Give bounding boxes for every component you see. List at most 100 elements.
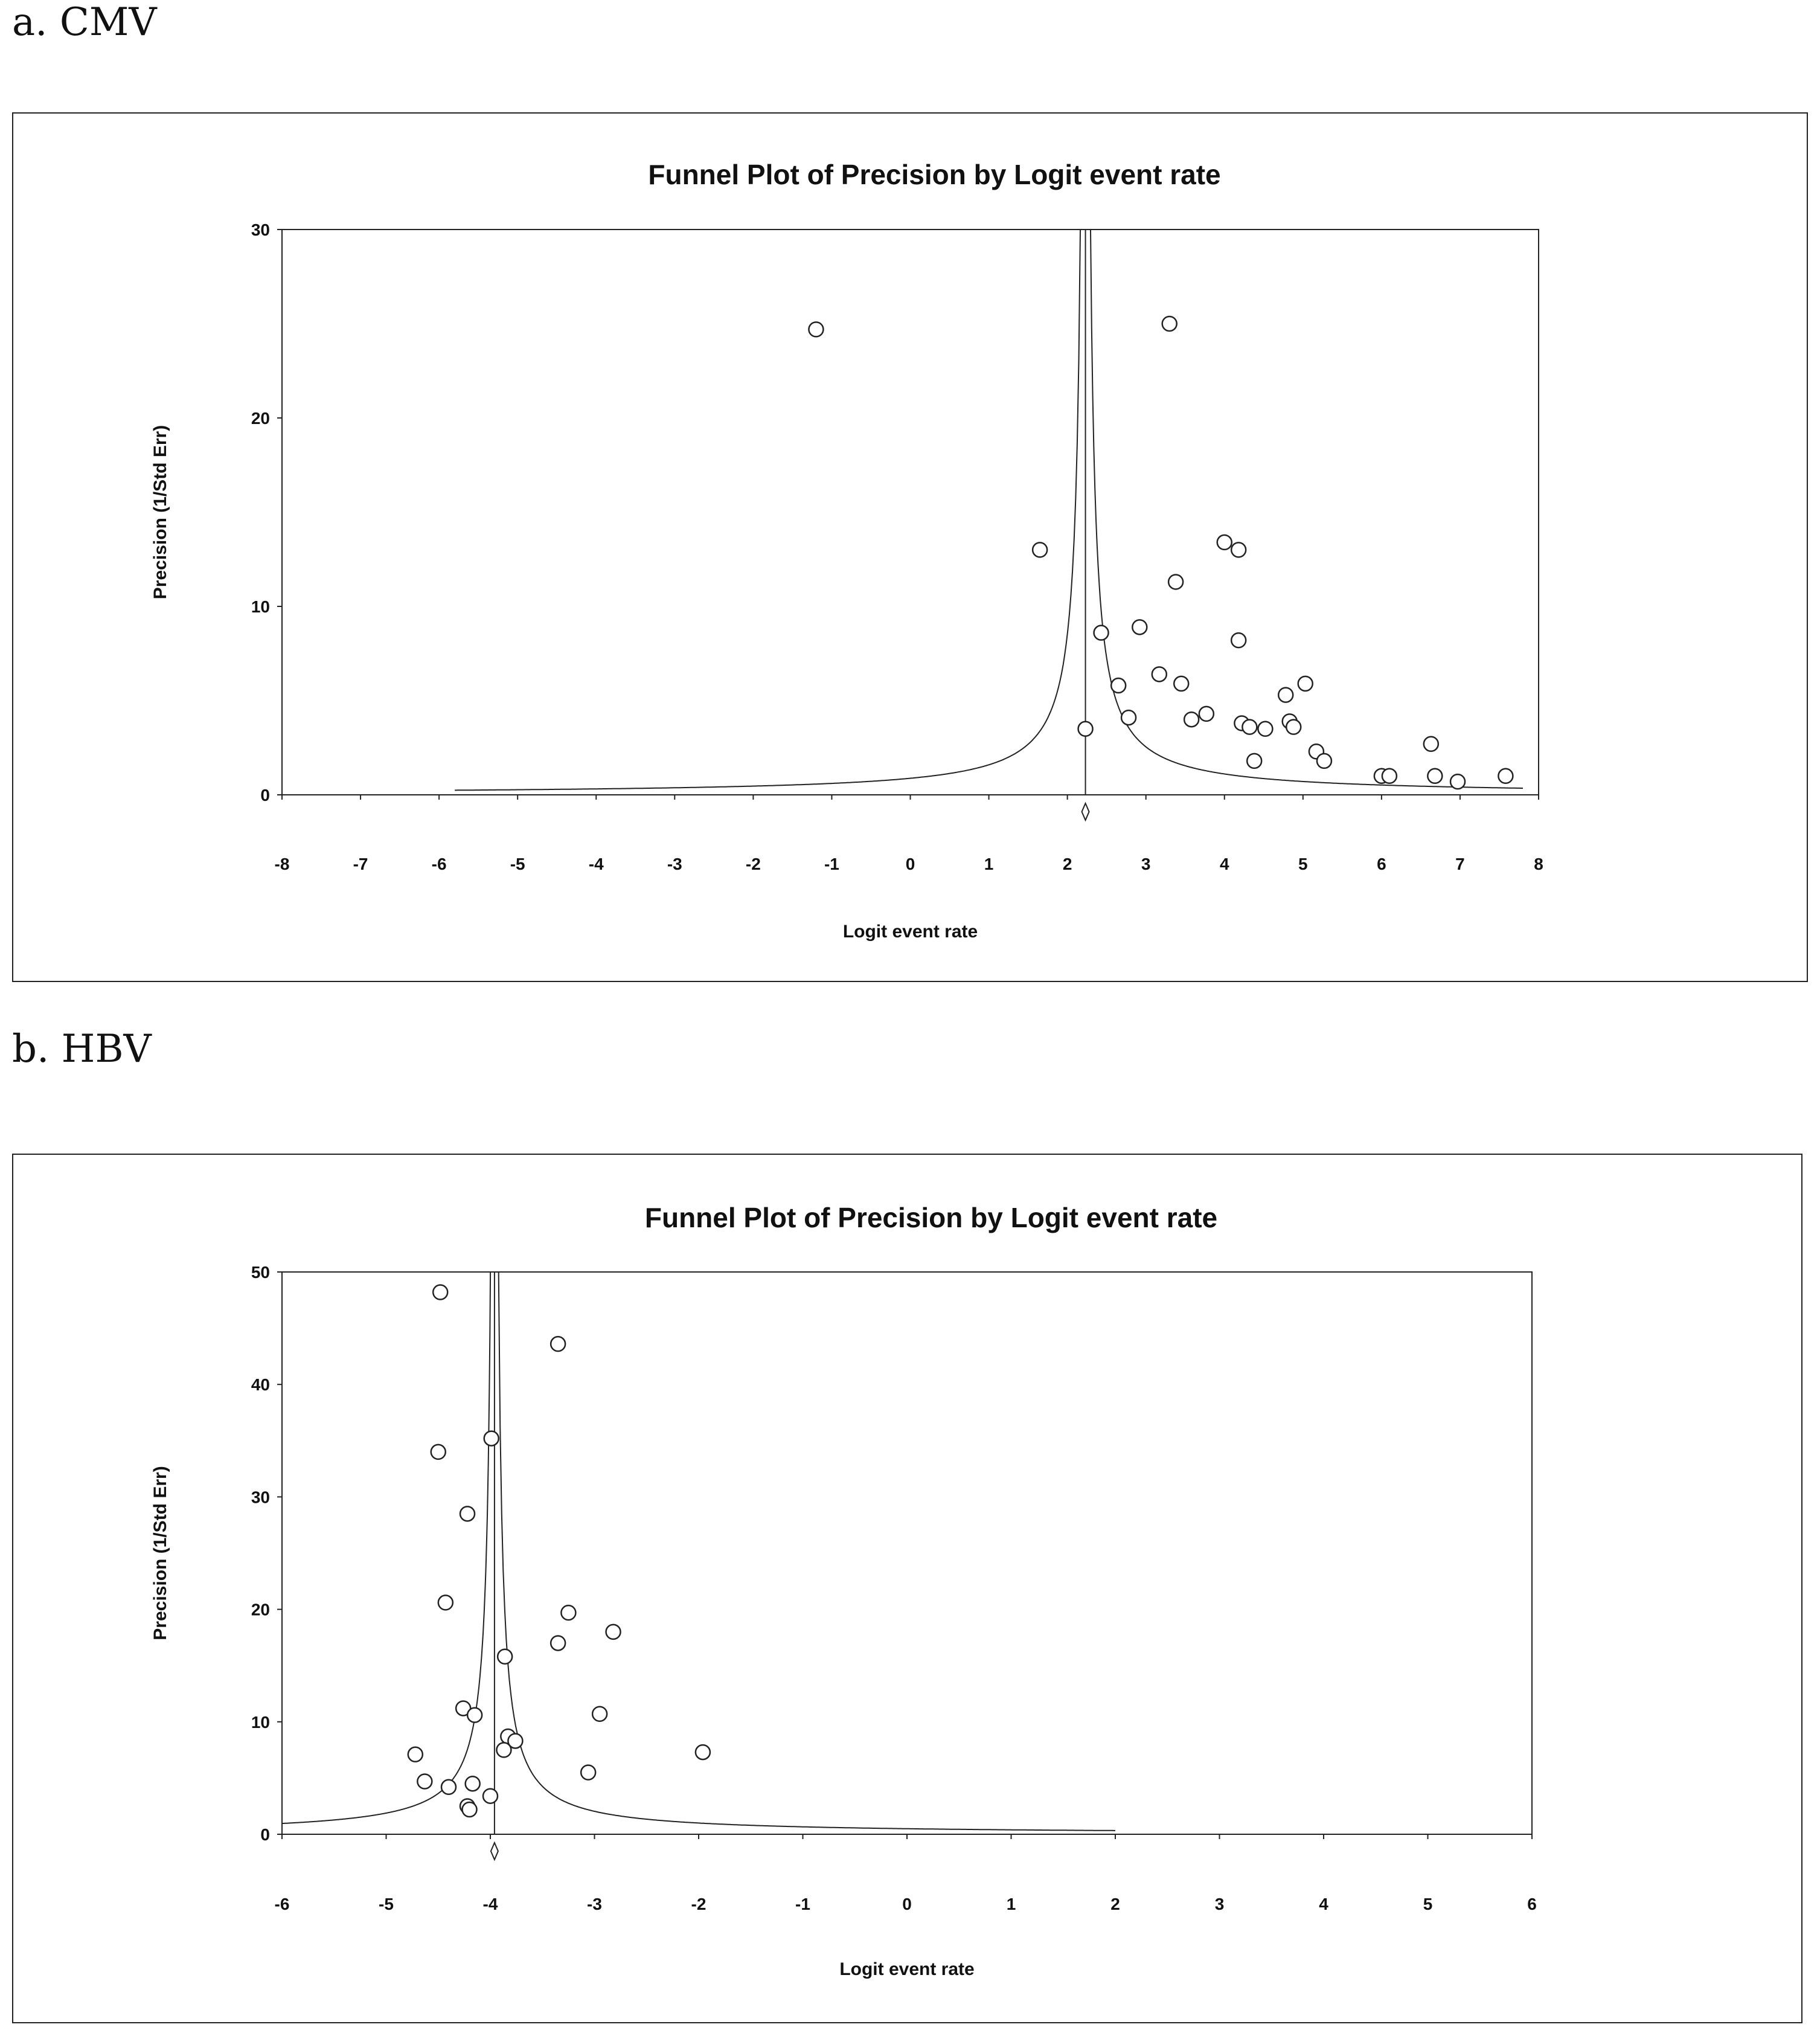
- data-point: [550, 1635, 566, 1651]
- y-tick-label: 20: [251, 1601, 270, 1619]
- data-point: [605, 1623, 621, 1640]
- y-tick-label: 20: [251, 409, 270, 428]
- data-point: [1381, 768, 1398, 785]
- funnel-right-curve: [498, 1271, 1115, 1831]
- data-point: [1423, 736, 1440, 753]
- chart-frame-a: [12, 112, 1808, 982]
- x-tick-label: -4: [589, 855, 604, 873]
- data-point: [1449, 773, 1466, 790]
- y-tick-label: 0: [260, 786, 270, 804]
- x-tick-label: 3: [1215, 1895, 1225, 1913]
- data-point: [1277, 687, 1294, 703]
- data-point: [1230, 632, 1247, 649]
- y-tick-label: 10: [251, 1713, 270, 1732]
- data-point: [1132, 619, 1148, 635]
- x-tick-label: 0: [902, 1895, 912, 1913]
- data-point: [1110, 677, 1127, 694]
- data-point: [432, 1284, 449, 1300]
- x-tick-label: 2: [1110, 1895, 1120, 1913]
- data-point: [808, 321, 824, 338]
- x-tick-label: 8: [1534, 855, 1543, 873]
- x-tick-label: 6: [1527, 1895, 1537, 1913]
- y-tick-label: 10: [251, 597, 270, 616]
- data-point: [496, 1742, 512, 1758]
- data-point: [1077, 721, 1094, 737]
- data-point: [430, 1444, 446, 1460]
- x-tick-label: -5: [379, 1895, 394, 1913]
- data-point: [1285, 719, 1302, 735]
- funnel-right-curve: [1090, 229, 1523, 789]
- chart-b: Funnel Plot of Precision by Logit event …: [150, 1202, 1537, 1979]
- data-point: [1297, 675, 1313, 692]
- data-point: [464, 1775, 481, 1792]
- y-tick-label: 30: [251, 220, 270, 239]
- data-point: [1167, 574, 1184, 590]
- pooled-estimate-diamond: [1081, 801, 1090, 822]
- data-point: [507, 1733, 524, 1749]
- x-tick-label: 3: [1141, 855, 1151, 873]
- plot-area: [281, 1271, 1533, 1835]
- x-tick-label: -3: [587, 1895, 602, 1913]
- x-tick-label: 5: [1423, 1895, 1433, 1913]
- chart-title: Funnel Plot of Precision by Logit event …: [645, 1202, 1217, 1233]
- data-point: [1316, 753, 1333, 769]
- x-tick-label: -7: [353, 855, 368, 873]
- x-tick-label: -5: [510, 855, 525, 873]
- data-point: [459, 1506, 476, 1522]
- data-point: [407, 1746, 424, 1763]
- data-point: [591, 1706, 608, 1723]
- chart-a: Funnel Plot of Precision by Logit event …: [150, 159, 1543, 942]
- panel-label-a: a. CMV: [12, 0, 157, 45]
- data-point: [1151, 666, 1168, 682]
- plot-area: [281, 229, 1539, 795]
- data-point: [496, 1648, 513, 1665]
- x-tick-label: -6: [275, 1895, 290, 1913]
- x-tick-label: -8: [275, 855, 290, 873]
- x-tick-label: -4: [483, 1895, 498, 1913]
- x-tick-label: -1: [824, 855, 839, 873]
- data-point: [1216, 534, 1232, 551]
- y-axis-label: Precision (1/Std Err): [150, 1466, 170, 1640]
- data-point: [461, 1801, 478, 1818]
- y-tick-label: 50: [251, 1263, 270, 1282]
- data-point: [440, 1779, 457, 1796]
- x-tick-label: -3: [667, 855, 682, 873]
- data-point: [417, 1773, 433, 1790]
- data-point: [580, 1764, 597, 1781]
- data-point: [1183, 711, 1200, 728]
- x-tick-label: 7: [1455, 855, 1465, 873]
- data-point: [1427, 768, 1443, 785]
- data-point: [1230, 542, 1247, 558]
- data-point: [694, 1744, 711, 1761]
- data-point: [1120, 709, 1137, 726]
- x-tick-label: 4: [1220, 855, 1229, 873]
- x-tick-label: 6: [1377, 855, 1386, 873]
- chart-frame-b: [12, 1154, 1802, 2023]
- data-point: [437, 1594, 454, 1611]
- panel-label-b: b. HBV: [12, 1027, 152, 1071]
- x-tick-label: 1: [984, 855, 994, 873]
- data-point: [560, 1604, 577, 1621]
- x-tick-label: -2: [746, 855, 761, 873]
- data-point: [1161, 315, 1178, 332]
- x-tick-label: -2: [691, 1895, 707, 1913]
- data-point: [483, 1430, 499, 1447]
- x-tick-label: 4: [1319, 1895, 1328, 1913]
- data-point: [1498, 768, 1514, 785]
- data-point: [1257, 721, 1274, 737]
- x-tick-label: -1: [795, 1895, 810, 1913]
- x-tick-label: 0: [906, 855, 915, 873]
- chart-title: Funnel Plot of Precision by Logit event …: [648, 159, 1220, 190]
- data-point: [1093, 625, 1109, 641]
- y-tick-label: 0: [260, 1825, 270, 1844]
- data-point: [1173, 675, 1190, 692]
- x-tick-label: -6: [432, 855, 447, 873]
- x-tick-label: 2: [1063, 855, 1072, 873]
- data-point: [1242, 719, 1258, 735]
- data-point: [1198, 705, 1215, 722]
- x-tick-label: 1: [1007, 1895, 1016, 1913]
- funnel-left-curve: [282, 1271, 492, 1825]
- x-tick-label: 5: [1298, 855, 1308, 873]
- funnel-left-curve: [455, 229, 1081, 791]
